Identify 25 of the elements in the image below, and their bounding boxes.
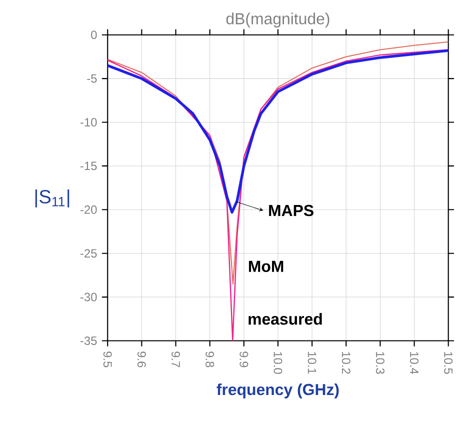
- x-tick-label: 10.2: [342, 352, 350, 374]
- x-tick-label: 9.5: [103, 351, 112, 368]
- y-tick-label: 0: [91, 30, 97, 39]
- x-tick-label: 9.6: [137, 351, 146, 367]
- series-label: MoM: [248, 260, 284, 272]
- x-tick-label: 10.0: [274, 352, 282, 374]
- y-tick-label: -35: [80, 336, 97, 345]
- chart-title: dB(magnitude): [226, 12, 330, 28]
- y-tick-label: -10: [80, 118, 97, 126]
- x-tick-label: 10.4: [410, 352, 419, 374]
- x-tick-label: 10.5: [444, 352, 453, 374]
- x-tick-label: 9.8: [206, 351, 214, 367]
- x-tick-label: 9.9: [240, 351, 248, 367]
- x-axis-title: frequency (GHz): [216, 383, 339, 398]
- y-tick-label: -25: [80, 248, 97, 258]
- series-label: measured: [248, 312, 322, 325]
- y-axis-title: |S$_{11}$|: [35, 189, 70, 208]
- y-tick-label: -20: [80, 205, 97, 214]
- x-tick-label: 10.3: [376, 352, 384, 374]
- y-tick-label: -15: [80, 162, 97, 170]
- y-tick-label: -30: [80, 292, 97, 302]
- x-tick-label: 9.7: [172, 351, 180, 367]
- y-tick-label: -5: [87, 74, 97, 83]
- x-tick-label: 10.1: [308, 352, 316, 374]
- text: MAPS: [269, 204, 314, 216]
